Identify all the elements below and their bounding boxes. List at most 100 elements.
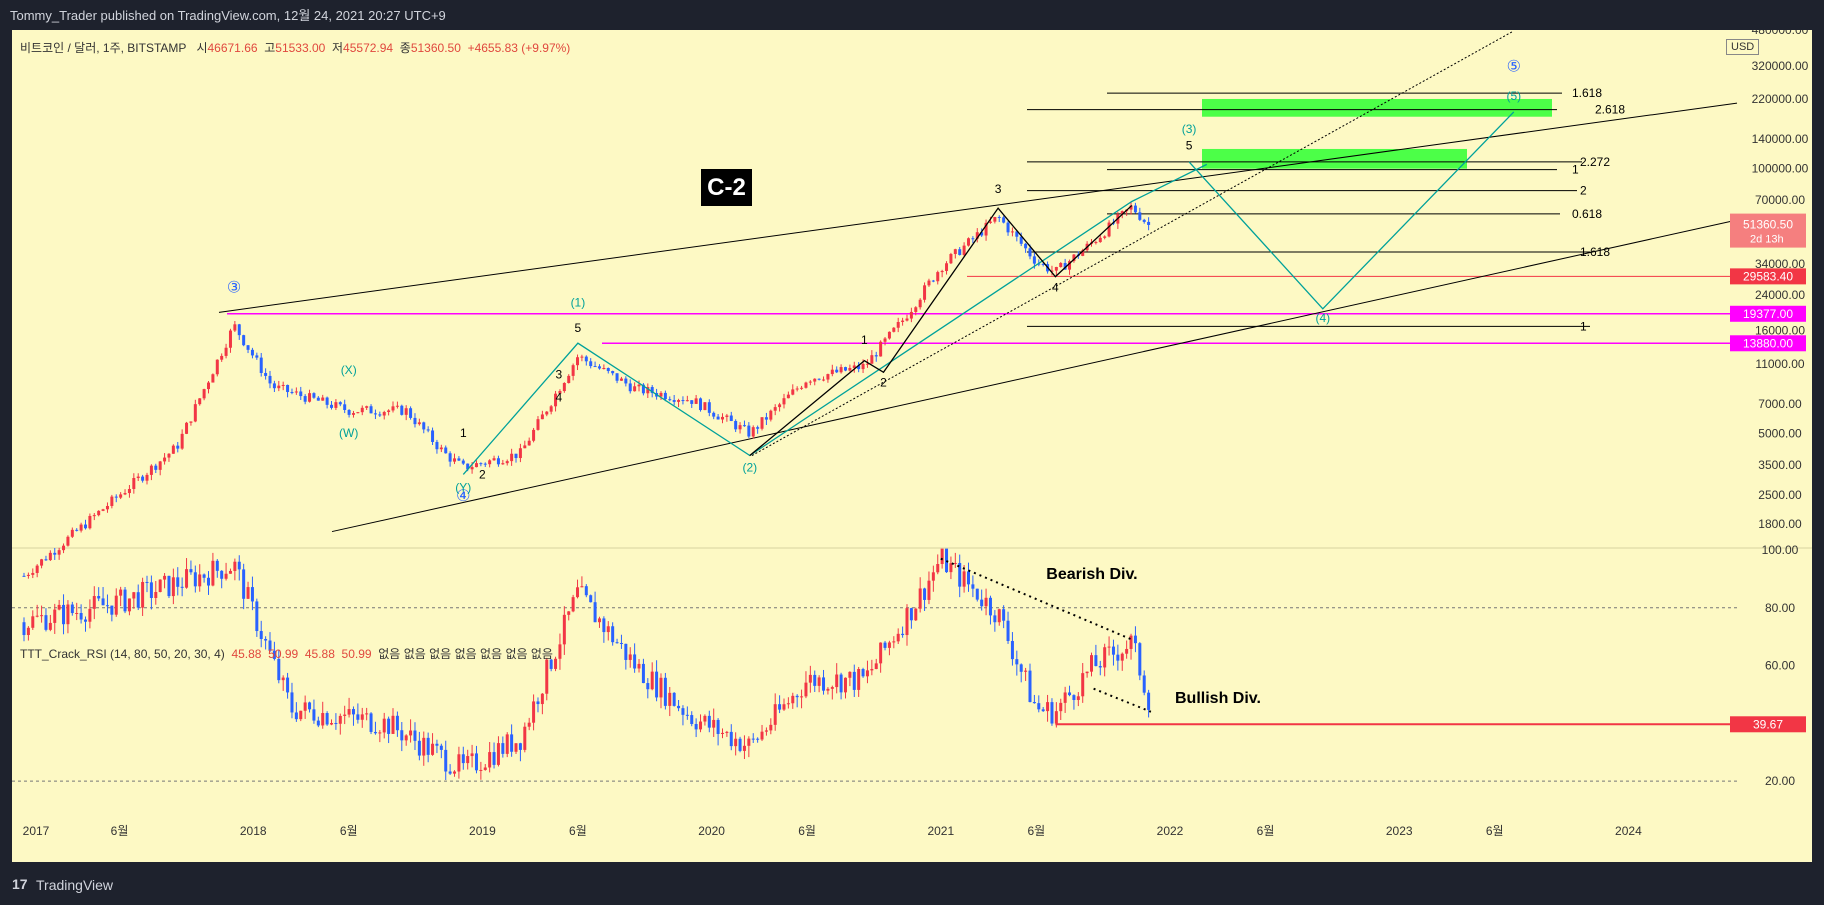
candle-body	[725, 415, 729, 417]
bullish-div-label: Bullish Div.	[1175, 690, 1261, 707]
high-value: 51533.00	[275, 41, 326, 55]
rsi-candle-body	[518, 743, 522, 750]
price-tick: 100000.00	[1752, 162, 1809, 176]
candle-body	[97, 510, 101, 516]
candle-body	[448, 453, 452, 462]
time-tick: 2019	[469, 824, 496, 838]
rsi-na-6: 없음	[505, 647, 528, 661]
price-tick: 140000.00	[1752, 132, 1809, 146]
candle-body	[729, 415, 733, 421]
candle-body	[505, 461, 509, 464]
candle-body	[848, 367, 852, 371]
wave-label-x: (X)	[341, 363, 357, 377]
rsi-candle-body	[457, 754, 461, 772]
rsi-candle-body	[334, 723, 338, 725]
rsi-candle-body	[997, 609, 1001, 623]
publisher-bar: Tommy_Trader published on TradingView.co…	[0, 0, 1824, 30]
current-price-tag	[1730, 213, 1806, 248]
rsi-candle-body	[294, 712, 298, 720]
wave-label-circled-3: ③	[227, 280, 241, 297]
rsi-candle-body	[786, 703, 790, 705]
candle-body	[510, 453, 514, 462]
candle-body	[312, 393, 316, 398]
price-tick: 1800.00	[1758, 517, 1802, 531]
rsi-value-1: 45.88	[231, 647, 262, 661]
rsi-candle-body	[523, 726, 527, 750]
rsi-candle-body	[88, 608, 92, 622]
rsi-candle-body	[901, 633, 905, 636]
chart-canvas[interactable]: 1.6182.6182.272120.6181.6181③④⑤(X)(W)(Y)…	[12, 23, 1812, 862]
rsi-candle-body	[584, 586, 588, 596]
channel-upper-line	[218, 102, 1738, 313]
rsi-candle-body	[417, 740, 421, 756]
price-tick: 70000.00	[1755, 193, 1805, 207]
rsi-candle-body	[461, 754, 465, 764]
candle-body	[971, 238, 975, 240]
candle-body	[1002, 217, 1006, 223]
candle-body	[422, 422, 426, 430]
candle-body	[185, 422, 189, 434]
candle-body	[843, 367, 847, 371]
chart-frame[interactable]: 1.6182.6182.272120.6181.6181③④⑤(X)(W)(Y)…	[12, 23, 1812, 862]
rsi-candle-body	[207, 577, 211, 586]
candle-body	[580, 356, 584, 358]
candle-body	[826, 374, 830, 380]
rsi-candle-body	[628, 654, 632, 660]
rsi-candle-body	[57, 604, 61, 610]
candle-body	[909, 311, 913, 319]
time-tick: 2024	[1615, 824, 1642, 838]
wave-path-minor	[749, 204, 1133, 457]
price-tick: 5000.00	[1758, 427, 1802, 441]
rsi-candle-body	[149, 582, 153, 598]
rsi-candle-body	[813, 674, 817, 686]
rsi-candle-body	[843, 677, 847, 693]
rsi-candle-body	[624, 643, 628, 660]
candle-body	[734, 420, 738, 430]
candle-body	[668, 399, 672, 401]
rsi-candle-body	[637, 663, 641, 669]
candle-body	[641, 384, 645, 394]
rsi-candle-body	[1002, 609, 1006, 621]
rsi-candle-body	[923, 588, 927, 600]
candle-body	[927, 280, 931, 286]
candle-body	[619, 378, 623, 381]
candle-body	[703, 402, 707, 411]
tradingview-logo-icon[interactable]: 17	[12, 876, 28, 892]
candle-body	[114, 496, 118, 498]
level-tag-value: 13880.00	[1743, 336, 1793, 350]
candle-body	[988, 221, 992, 223]
rsi-candle-body	[250, 587, 254, 602]
rsi-candle-body	[198, 574, 202, 587]
candle-body	[272, 383, 276, 389]
tradingview-brand[interactable]: TradingView	[36, 877, 114, 893]
rsi-candle-body	[1028, 670, 1032, 703]
candle-body	[294, 391, 298, 393]
minor-label: 3	[995, 182, 1002, 196]
candle-body	[800, 387, 804, 389]
currency-badge[interactable]: USD	[1726, 39, 1760, 55]
rsi-candle-body	[914, 608, 918, 621]
rsi-candle-body	[672, 692, 676, 706]
candle-body	[224, 347, 228, 356]
candle-body	[606, 368, 610, 372]
candle-body	[409, 408, 413, 418]
candle-body	[659, 392, 663, 397]
rsi-candle-body	[650, 671, 654, 690]
rsi-legend: TTT_Crack_RSI (14, 80, 50, 20, 30, 4) 45…	[20, 645, 553, 662]
rsi-candle-body	[984, 597, 988, 607]
candle-body	[738, 425, 742, 430]
rsi-candle-body	[40, 615, 44, 617]
rsi-na-7: 없음	[530, 647, 553, 661]
rsi-candle-body	[373, 731, 377, 734]
rsi-candle-body	[224, 573, 228, 579]
candle-body	[584, 356, 588, 362]
rsi-candle-body	[391, 715, 395, 734]
rsi-candle-body	[567, 611, 571, 615]
candle-body	[1098, 237, 1102, 243]
rsi-candle-body	[905, 608, 909, 636]
rsi-candle-body	[492, 752, 496, 765]
rsi-candle-body	[918, 588, 922, 609]
rsi-candle-body	[571, 597, 575, 612]
candle-body	[751, 427, 755, 437]
price-tick: 320000.00	[1752, 59, 1809, 73]
